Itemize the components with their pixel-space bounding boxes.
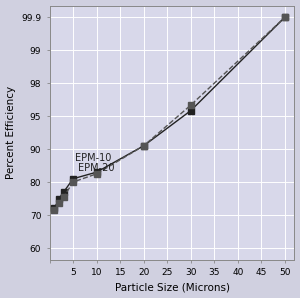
- Y-axis label: Percent Efficiency: Percent Efficiency: [6, 86, 16, 179]
- X-axis label: Particle Size (Microns): Particle Size (Microns): [115, 283, 230, 292]
- Text: EPM-10: EPM-10: [74, 153, 111, 163]
- Text: EPM-20: EPM-20: [78, 164, 114, 173]
